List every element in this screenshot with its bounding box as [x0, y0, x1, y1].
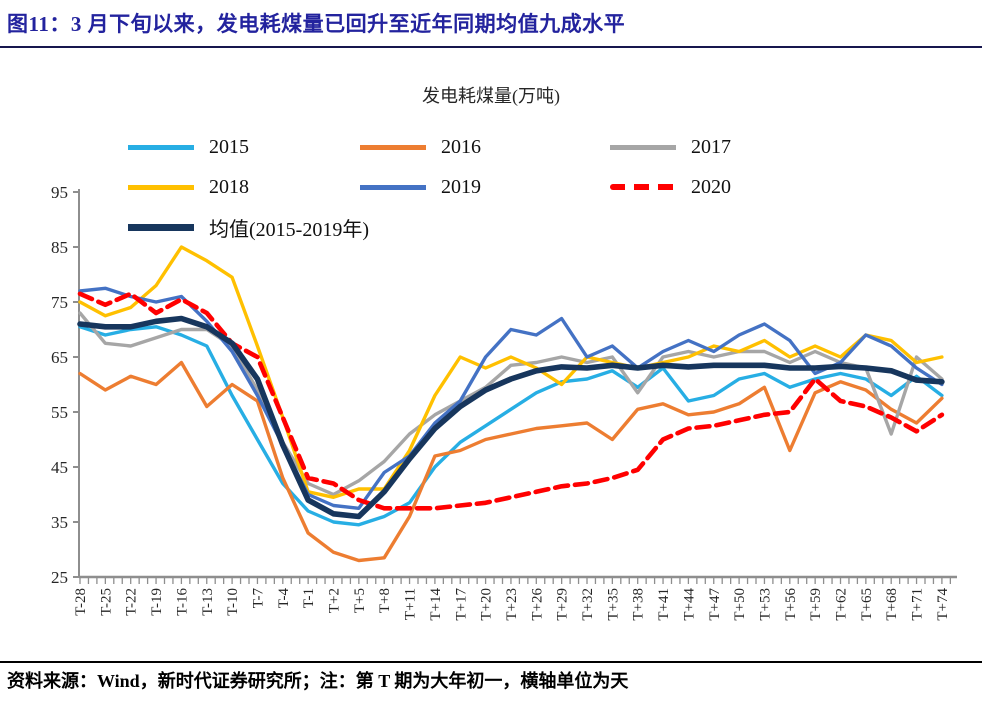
x-tick-label: T-19 [149, 588, 165, 616]
x-tick-label: T+38 [631, 588, 647, 621]
x-tick-label: T+53 [757, 588, 773, 621]
x-tick-label: T+14 [428, 588, 444, 621]
x-tick-label: T-16 [174, 588, 190, 616]
legend-swatch-2017 [610, 144, 676, 150]
legend-label-2019: 2019 [441, 175, 481, 198]
legend-item-2018: 2018 [128, 176, 360, 199]
chart-title: 发电耗煤量(万吨) [422, 86, 560, 106]
x-tick-label: T+41 [656, 588, 672, 621]
series-line-2016 [78, 360, 944, 563]
y-tick-label: 25 [51, 568, 68, 587]
legend-swatch-2018 [128, 184, 194, 190]
x-tick-label: T-25 [98, 588, 114, 616]
legend: 2015 2016 2017 2018 2019 2020 均值(2015-2019年) [128, 127, 910, 247]
legend-item-2015: 2015 [128, 136, 360, 159]
series-line-mean [77, 315, 945, 520]
x-tick-label: T+32 [580, 588, 596, 621]
legend-swatch-2020 [610, 184, 676, 190]
legend-label-2017: 2017 [691, 135, 731, 158]
x-tick-label: T+44 [681, 588, 697, 621]
x-tick-label: T+26 [529, 588, 545, 621]
series-line-2019 [78, 286, 944, 510]
x-tick-label: T+20 [479, 588, 495, 621]
x-tick-label: T+50 [732, 588, 748, 621]
x-tick-label: T+71 [910, 588, 926, 621]
x-tick-label: T+65 [859, 588, 875, 621]
x-tick-label: T-10 [225, 588, 241, 616]
y-tick-label: 45 [51, 458, 68, 477]
x-tick-label: T+2 [327, 588, 343, 613]
legend-swatch-2019 [360, 184, 426, 190]
x-tick-label: T+59 [808, 588, 824, 621]
x-tick-label: T-22 [124, 588, 140, 616]
legend-item-2019: 2019 [360, 176, 610, 199]
y-tick-label: 75 [51, 293, 68, 312]
x-tick-label: T+11 [403, 588, 419, 620]
legend-label-2018: 2018 [209, 175, 249, 198]
x-tick-label: T+17 [453, 588, 469, 621]
x-tick-label: T+35 [605, 588, 621, 621]
title-divider [0, 46, 982, 48]
legend-item-2016: 2016 [360, 136, 610, 159]
x-tick-label: T-13 [200, 588, 216, 616]
x-tick-label: T+74 [935, 588, 951, 621]
y-tick-label: 35 [51, 513, 68, 532]
legend-item-mean: 均值(2015-2019年) [128, 213, 369, 242]
x-tick-label: T+5 [352, 588, 368, 613]
y-tick-label: 55 [51, 403, 68, 422]
legend-item-2017: 2017 [610, 136, 910, 159]
x-tick-label: T+23 [504, 588, 520, 621]
x-tick-label: T+68 [884, 588, 900, 621]
legend-label-2016: 2016 [441, 135, 481, 158]
y-tick-label: 95 [51, 183, 68, 202]
x-tick-label: T+62 [834, 588, 850, 621]
legend-label-2020: 2020 [691, 175, 731, 198]
x-tick-label: T+47 [707, 588, 723, 621]
x-tick-label: T+8 [377, 588, 393, 613]
legend-label-mean: 均值(2015-2019年) [209, 218, 369, 241]
y-tick-label: 85 [51, 238, 68, 257]
legend-item-2020: 2020 [610, 176, 910, 199]
y-tick-label: 65 [51, 348, 68, 367]
page-title: 图11：3 月下旬以来，发电耗煤量已回升至近年同期均值九成水平 [7, 12, 626, 36]
source-note: 资料来源：Wind，新时代证券研究所；注：第 T 期为大年初一，横轴单位为天 [7, 671, 629, 691]
legend-swatch-2016 [360, 144, 426, 150]
legend-swatch-mean [128, 223, 194, 231]
series-line-2015 [78, 325, 944, 527]
legend-swatch-2015 [128, 144, 194, 150]
series-line-2020 [77, 291, 945, 511]
footer-divider [0, 661, 982, 663]
x-tick-label: T-1 [301, 588, 317, 608]
x-tick-label: T-4 [276, 588, 292, 609]
x-tick-label: T-7 [250, 588, 266, 609]
x-tick-label: T+29 [555, 588, 571, 621]
x-tick-label: T-28 [73, 588, 89, 616]
legend-label-2015: 2015 [209, 135, 249, 158]
x-tick-label: T+56 [783, 588, 799, 621]
